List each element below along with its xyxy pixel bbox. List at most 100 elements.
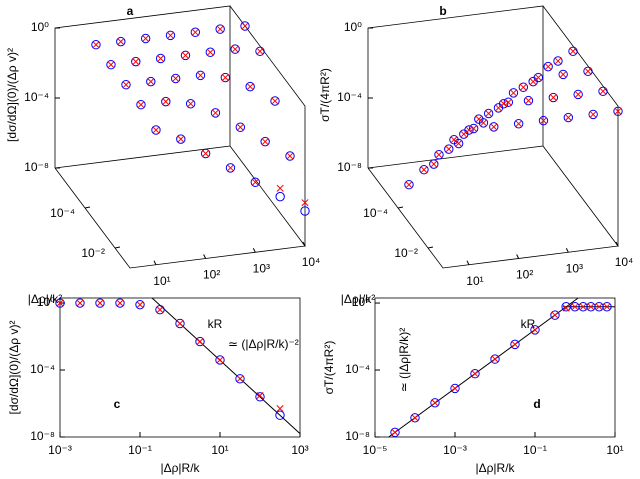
marker-circle: [115, 298, 125, 308]
marker-circle: [483, 108, 494, 119]
floor-edge: [367, 167, 619, 269]
marker-circle: [528, 76, 538, 87]
z-axis-label: [dσ/dΩ](0)/(Δρ v)²: [5, 48, 19, 142]
marker-circle: [444, 144, 454, 154]
marker-cross: [431, 399, 439, 407]
marker-circle: [230, 44, 240, 54]
marker-circle: [255, 46, 265, 56]
marker-cross: [411, 414, 419, 422]
marker-cross: [475, 115, 483, 123]
marker-circle: [75, 298, 85, 308]
marker-cross: [479, 119, 488, 127]
marker-circle: [390, 427, 400, 438]
marker-circle: [404, 180, 414, 190]
y-tick: [397, 206, 404, 209]
panel-2d: 10⁻³ 10⁻¹ 10¹ 10³ 10⁻⁸ 10⁻⁴ 10⁰ |Δρ|R/k [dσ/dΩ](…: [7, 295, 309, 475]
y-axis-label: [dσ/dΩ](0)/(Δρ v)²: [7, 321, 21, 415]
marker-cross: [187, 100, 195, 108]
marker-circle: [538, 115, 549, 126]
y-tick: [427, 246, 434, 249]
marker-cross: [142, 34, 150, 43]
marker-cross: [534, 73, 542, 82]
marker-circle: [478, 118, 489, 128]
y-axis-label: σT/(4πR²): [322, 341, 336, 395]
x-tick: [565, 248, 569, 253]
marker-cross: [511, 340, 519, 348]
x-tick-label: 10²: [516, 268, 533, 282]
marker-circle: [583, 66, 593, 76]
x-tick-label: 10⁴: [615, 255, 634, 269]
marker-cross: [544, 63, 552, 71]
marker-circle: [429, 159, 439, 169]
marker-cross: [132, 58, 140, 66]
marker-cross: [276, 404, 284, 413]
x-tick-label: 10¹: [466, 274, 483, 288]
marker-circle: [602, 302, 612, 312]
marker-circle: [121, 80, 131, 90]
marker-cross: [191, 28, 199, 36]
marker-cross: [500, 100, 508, 108]
marker-cross: [301, 199, 309, 207]
y-tick: [114, 246, 121, 249]
marker-cross: [450, 136, 458, 144]
x-tick: [302, 241, 306, 247]
y-tick-label: 10⁻⁴: [363, 206, 388, 220]
z-axis-label: σT/(4πR²): [318, 68, 332, 122]
marker-cross: [589, 110, 597, 118]
right-wall: [542, 5, 619, 248]
marker-circle: [175, 318, 185, 329]
marker-cross: [286, 152, 294, 160]
annotation: ≃ (|Δρ|R/k)²: [397, 328, 411, 392]
y-tick-label: 10⁻⁸: [345, 429, 370, 443]
marker-circle: [285, 151, 295, 161]
marker-cross: [137, 101, 145, 109]
marker-cross: [177, 135, 185, 143]
marker-circle: [489, 122, 499, 132]
marker-cross: [176, 319, 184, 328]
marker-cross: [241, 22, 249, 30]
marker-cross: [599, 87, 607, 95]
z-tick-label: 10⁻⁴: [337, 90, 362, 104]
marker-circle: [155, 53, 166, 64]
x-tick-label: 10³: [253, 261, 270, 275]
marker-cross: [196, 71, 205, 79]
x-tick: [153, 260, 157, 265]
marker-circle: [185, 99, 196, 109]
marker-circle: [588, 109, 598, 120]
panel-label: b: [439, 4, 446, 18]
marker-circle: [578, 302, 588, 312]
marker-circle: [205, 47, 216, 57]
marker-cross: [391, 428, 399, 436]
marker-circle: [598, 86, 608, 96]
x-tick-label: 10¹: [606, 443, 623, 457]
x-tick-label: 10⁻³: [443, 443, 467, 457]
marker-cross: [256, 47, 264, 55]
marker-cross: [166, 31, 175, 39]
marker-circle: [190, 27, 201, 37]
marker-cross: [172, 74, 180, 83]
z-tick-label: 10⁻⁸: [337, 160, 362, 174]
marker-cross: [271, 97, 279, 105]
marker-cross: [559, 70, 567, 78]
panel-3d: 10⁻⁸ 10⁻⁴ 10⁰ 10⁻⁴ 10⁻² 10¹ 10² 10³ 10⁴ σT/(4πR²)…: [318, 4, 633, 331]
marker-circle: [568, 46, 578, 56]
marker-circle: [151, 125, 161, 135]
x-axis-label: |Δρ|R/k: [160, 461, 200, 475]
marker-circle: [195, 336, 205, 347]
marker-circle: [470, 369, 480, 379]
marker-cross: [460, 130, 468, 138]
marker-circle: [131, 56, 141, 67]
y-tick-label: 10⁻⁴: [50, 206, 75, 220]
marker-cross: [455, 139, 463, 148]
marker-cross: [231, 45, 239, 53]
marker-cross: [539, 117, 548, 125]
marker-cross: [494, 104, 503, 112]
marker-cross: [435, 151, 443, 159]
back-wall: [54, 5, 231, 169]
marker-circle: [270, 96, 280, 106]
marker-cross: [569, 47, 577, 55]
marker-circle: [513, 119, 524, 129]
marker-circle: [106, 60, 116, 70]
z-tick-label: 10⁰: [31, 20, 49, 34]
marker-cross: [181, 51, 190, 59]
